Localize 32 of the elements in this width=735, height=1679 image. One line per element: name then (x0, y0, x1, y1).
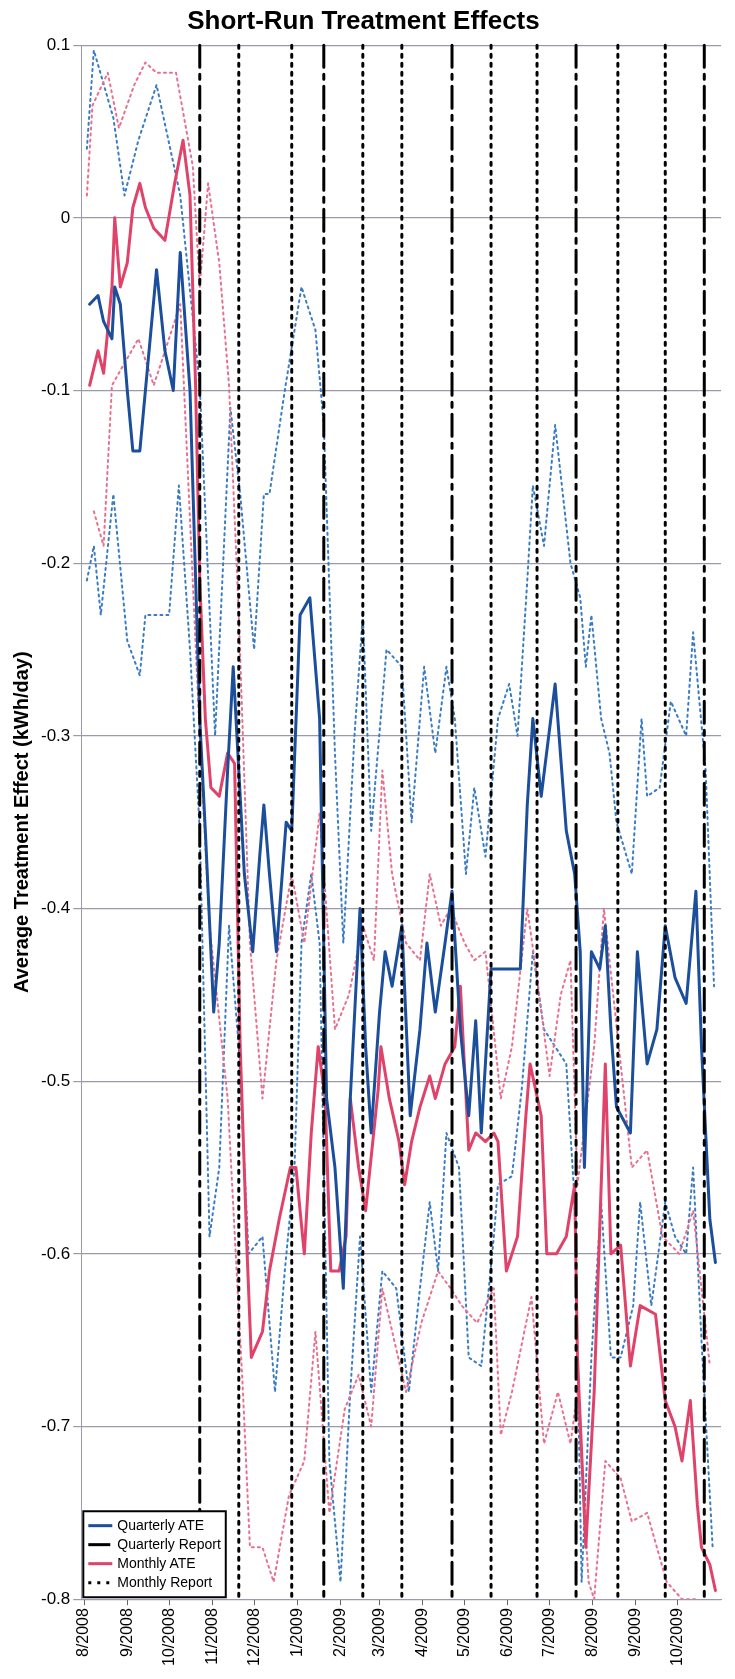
x-tick-label: 4/2009 (413, 1608, 431, 1658)
ref-line-label: Monthly Report (117, 1573, 213, 1590)
x-tick-label: 6/2009 (498, 1608, 516, 1658)
x-tick-label: 12/2008 (244, 1608, 262, 1667)
x-tick-label: 5/2009 (454, 1608, 472, 1658)
x-tick-label: 1/2009 (287, 1608, 305, 1658)
x-tick-label: 10/2008 (159, 1608, 177, 1667)
legend-label: Monthly ATE (117, 1554, 196, 1571)
y-tick-label: -0.4 (41, 898, 71, 918)
y-tick-label: 0 (60, 207, 71, 227)
x-tick-label: 2/2009 (330, 1608, 348, 1658)
legend-label: Quarterly ATE (117, 1516, 205, 1533)
x-tick-label: 3/2009 (369, 1608, 387, 1658)
ref-line-label: Quarterly Report (117, 1535, 221, 1552)
line-series (85, 49, 716, 988)
x-tick-label: 8/2009 (583, 1608, 601, 1658)
x-tick-label: 11/2008 (202, 1608, 220, 1665)
y-tick-label: -0.8 (41, 1588, 71, 1608)
x-tick-label: 10/2009 (668, 1608, 686, 1667)
y-tick-label: -0.7 (41, 1416, 71, 1436)
y-tick-label: -0.1 (41, 380, 71, 400)
y-tick-label: -0.3 (41, 725, 71, 745)
chart-title: Short-Run Treatment Effects (187, 4, 540, 35)
y-axis-title: Average Treatment Effect (kWh/day) (9, 651, 32, 993)
x-tick-label: 7/2009 (539, 1608, 557, 1658)
x-tick-label: 8/2008 (74, 1608, 92, 1658)
y-tick-label: 0.1 (46, 34, 71, 54)
x-tick-label: 9/2009 (626, 1608, 644, 1658)
y-tick-label: -0.6 (41, 1243, 71, 1263)
x-tick-label: 9/2008 (117, 1608, 135, 1658)
y-tick-label: -0.2 (41, 552, 71, 572)
y-tick-label: -0.5 (41, 1070, 71, 1090)
